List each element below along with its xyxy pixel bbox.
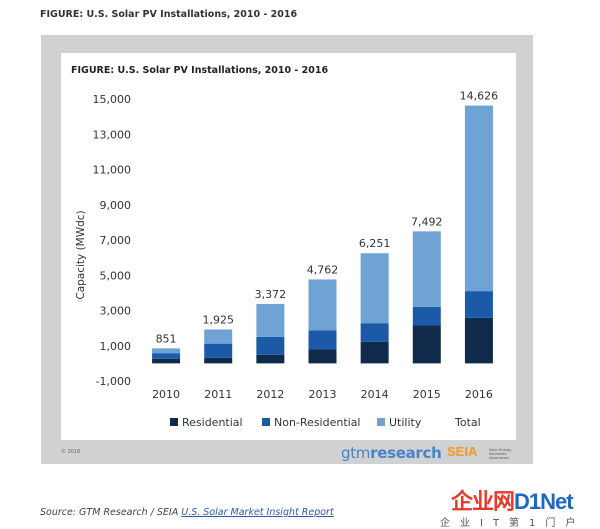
legend-label-residential: Residential	[182, 416, 243, 429]
source-note: Source: GTM Research / SEIA U.S. Solar M…	[40, 507, 334, 518]
bar-utility-2011	[204, 329, 233, 344]
y-tick-label: 15,000	[93, 93, 132, 106]
bar-residential-2012	[256, 354, 285, 364]
bar-non-residential-2012	[256, 336, 285, 355]
bar-residential-2014	[360, 341, 389, 364]
bar-residential-2015	[412, 325, 441, 364]
bar-utility-2014	[360, 253, 389, 324]
bar-utility-2013	[308, 279, 337, 331]
bar-residential-2016	[464, 317, 493, 364]
legend-swatch-residential	[170, 418, 178, 426]
bar-non-residential-2015	[412, 306, 441, 326]
total-label-2014: 6,251	[359, 237, 391, 250]
gtm-logo-text-a: gtm	[341, 444, 371, 462]
bar-residential-2011	[204, 357, 233, 364]
y-tick-label: 5,000	[100, 269, 132, 282]
watermark-text-a: 企业网	[451, 489, 515, 514]
legend-swatch-utility	[377, 418, 385, 426]
x-tick-label-2015: 2015	[413, 388, 441, 401]
y-tick-label: 3,000	[100, 305, 132, 318]
bar-utility-2012	[256, 303, 285, 337]
legend-label-non-residential: Non-Residential	[274, 416, 361, 429]
y-tick-label: 13,000	[93, 128, 132, 141]
copyright-text: © 2016	[61, 449, 81, 455]
gtm-logo-text-b: research	[370, 444, 442, 462]
y-tick-label: 11,000	[93, 164, 132, 177]
d1net-watermark: 企业网D1Net	[451, 484, 574, 516]
legend-swatch-non-residential	[262, 418, 270, 426]
x-tick-label-2014: 2014	[361, 388, 389, 401]
total-label-2012: 3,372	[255, 288, 287, 301]
gtm-research-logo: gtmresearch	[341, 444, 442, 462]
page-title: FIGURE: U.S. Solar PV Installations, 201…	[40, 9, 298, 20]
bar-residential-2013	[308, 349, 337, 364]
bar-residential-2010	[152, 358, 181, 364]
bar-utility-2015	[412, 231, 441, 307]
bar-non-residential-2010	[152, 353, 181, 359]
legend-label-total: Total	[454, 416, 481, 429]
bar-non-residential-2014	[360, 323, 389, 342]
source-report-link[interactable]: U.S. Solar Market Insight Report	[181, 507, 334, 518]
seia-subtitle: Solar Energy Industries Association	[489, 448, 512, 460]
source-prefix: Source: GTM Research / SEIA	[40, 507, 182, 518]
bar-utility-2016	[464, 105, 493, 292]
bar-non-residential-2013	[308, 330, 337, 350]
bar-non-residential-2011	[204, 343, 233, 358]
y-tick-label: 7,000	[100, 234, 132, 247]
x-tick-label-2016: 2016	[465, 388, 493, 401]
y-tick-label: 9,000	[100, 199, 132, 212]
y-tick-label: 1,000	[100, 340, 132, 353]
chart-title: FIGURE: U.S. Solar PV Installations, 201…	[71, 65, 329, 76]
total-label-2016: 14,626	[460, 90, 499, 103]
x-tick-label-2011: 2011	[204, 388, 232, 401]
bar-non-residential-2016	[464, 291, 493, 318]
seia-logo: SEIA	[447, 444, 478, 459]
legend-label-utility: Utility	[389, 416, 422, 429]
total-label-2013: 4,762	[307, 263, 339, 276]
y-axis-label: Capacity (MWdc)	[75, 210, 87, 299]
total-label-2015: 7,492	[411, 215, 443, 228]
watermark-subtitle: 企业IT第1门户	[440, 518, 586, 529]
x-tick-label-2013: 2013	[309, 388, 337, 401]
total-label-2010: 851	[156, 332, 177, 345]
total-label-2011: 1,925	[202, 313, 234, 326]
y-tick-label: -1,000	[96, 375, 131, 388]
x-tick-label-2010: 2010	[152, 388, 180, 401]
bar-utility-2010	[152, 348, 181, 354]
x-tick-label-2012: 2012	[256, 388, 284, 401]
watermark-text-b: D1Net	[514, 489, 574, 514]
